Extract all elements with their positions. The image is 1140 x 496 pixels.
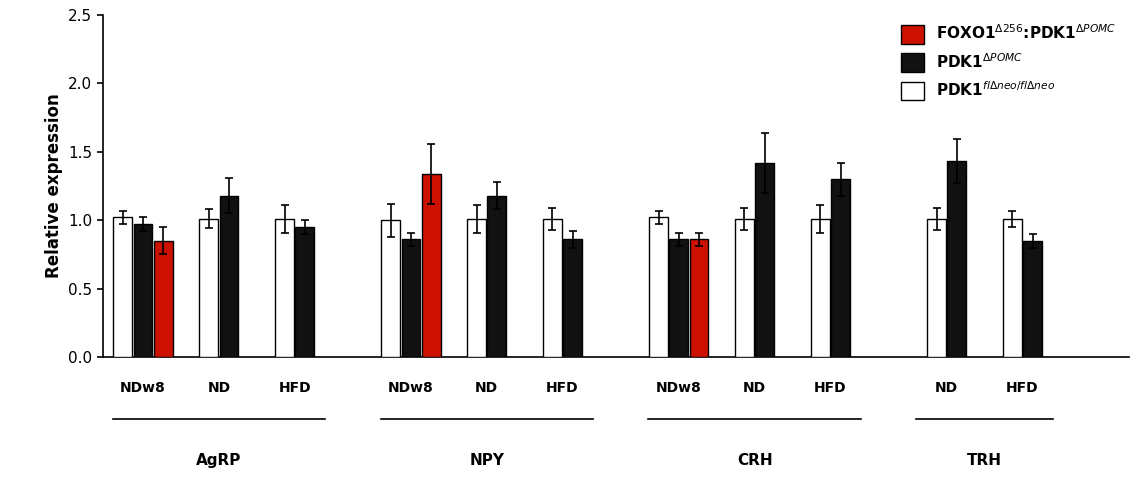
Bar: [467, 219, 486, 357]
Text: NDw8: NDw8: [656, 381, 701, 395]
Bar: [543, 219, 562, 357]
Bar: [275, 219, 294, 357]
Text: NDw8: NDw8: [388, 381, 434, 395]
Bar: [690, 240, 708, 357]
Bar: [113, 217, 132, 357]
Bar: [756, 163, 774, 357]
Bar: [669, 240, 689, 357]
Text: ND: ND: [743, 381, 766, 395]
Text: HFD: HFD: [814, 381, 847, 395]
Bar: [1003, 219, 1021, 357]
Bar: [649, 217, 668, 357]
Y-axis label: Relative expression: Relative expression: [44, 94, 63, 278]
Bar: [381, 220, 400, 357]
Bar: [735, 219, 754, 357]
Bar: [200, 219, 218, 357]
Bar: [422, 174, 440, 357]
Legend: FOXO1$^{\Delta256}$:PDK1$^{\Delta POMC}$, PDK1$^{\Delta POMC}$, PDK1$^{fl\Delta : FOXO1$^{\Delta256}$:PDK1$^{\Delta POMC}$…: [896, 19, 1121, 105]
Bar: [831, 179, 850, 357]
Bar: [154, 241, 172, 357]
Text: ND: ND: [475, 381, 498, 395]
Text: CRH: CRH: [736, 453, 773, 468]
Text: NDw8: NDw8: [120, 381, 166, 395]
Text: HFD: HFD: [546, 381, 579, 395]
Bar: [133, 224, 153, 357]
Bar: [927, 219, 946, 357]
Bar: [563, 240, 583, 357]
Text: HFD: HFD: [278, 381, 311, 395]
Bar: [947, 161, 967, 357]
Text: HFD: HFD: [1007, 381, 1039, 395]
Text: ND: ND: [207, 381, 230, 395]
Text: AgRP: AgRP: [196, 453, 242, 468]
Bar: [220, 195, 238, 357]
Bar: [295, 227, 315, 357]
Text: NPY: NPY: [470, 453, 504, 468]
Bar: [488, 195, 506, 357]
Text: TRH: TRH: [967, 453, 1002, 468]
Bar: [401, 240, 421, 357]
Bar: [1024, 241, 1042, 357]
Text: ND: ND: [935, 381, 959, 395]
Bar: [811, 219, 830, 357]
